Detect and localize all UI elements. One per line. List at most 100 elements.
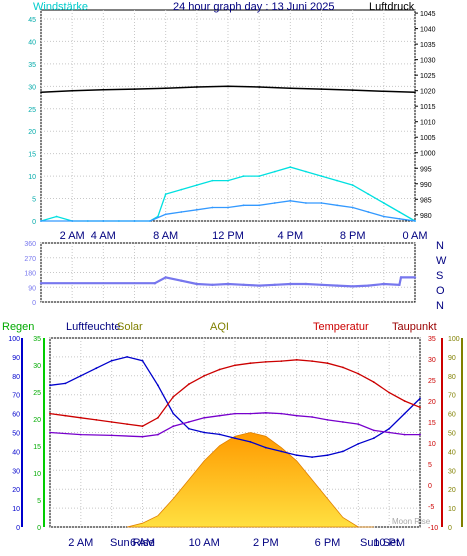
data-point: [102, 88, 105, 91]
right-tick-label: 1045: [420, 11, 436, 18]
data-point: [218, 368, 221, 371]
data-point: [126, 423, 128, 425]
humidity-tick-label: 50: [12, 431, 20, 438]
temp-tick-label: 0: [428, 483, 432, 490]
panel1-ticks: 0510152025303540459809859909951000100510…: [28, 11, 435, 242]
humidity-tick-label: 100: [8, 336, 20, 343]
solar-tick-label: 0: [448, 525, 452, 532]
left-tick-label: 10: [28, 174, 36, 181]
x-tick-label: 8 AM: [153, 230, 178, 242]
data-point: [304, 282, 308, 286]
x-tick-label: 0 AM: [402, 230, 427, 242]
data-point: [164, 276, 167, 279]
data-point: [55, 215, 58, 218]
dir-tick-label: 180: [24, 271, 36, 278]
data-point: [227, 85, 229, 88]
data-point: [258, 86, 261, 88]
data-point: [49, 384, 51, 387]
data-point: [203, 416, 206, 419]
data-point: [234, 412, 236, 415]
right-tick-label: 995: [420, 166, 432, 173]
x-tick-label: 2 PM: [253, 537, 279, 549]
data-point: [419, 433, 421, 436]
x-tick-label: 10 PM: [373, 537, 405, 549]
right-tick-label: 1030: [420, 58, 436, 65]
panel1-grid: [40, 10, 416, 222]
data-point: [218, 414, 221, 417]
legend-label: Regen: [2, 321, 34, 333]
data-point: [398, 211, 401, 213]
data-point: [64, 382, 67, 385]
compass-label: S: [436, 270, 443, 282]
x-tick-label: 4 AM: [91, 230, 116, 242]
data-point: [79, 416, 82, 419]
data-point: [164, 213, 167, 216]
data-point: [264, 446, 267, 449]
solar-tick-label: 10: [448, 506, 456, 513]
compass-label: N: [436, 240, 444, 252]
solar-tick-label: 50: [448, 431, 456, 438]
data-point: [102, 220, 105, 222]
data-point: [357, 423, 360, 425]
data-point: [367, 211, 370, 213]
x-tick-label: 4 PM: [277, 230, 303, 242]
solar-tick-label: 70: [448, 393, 456, 400]
right-tick-label: 1035: [420, 42, 436, 49]
data-point: [326, 454, 329, 457]
data-point: [357, 442, 360, 445]
left-tick-label: 35: [28, 62, 36, 69]
data-point: [157, 384, 159, 387]
x-tick-label: 12 PM: [212, 230, 244, 242]
rain-tick-label: 25: [33, 390, 41, 397]
data-point: [351, 206, 354, 209]
dir-tick-label: 0: [32, 300, 36, 307]
data-point: [195, 184, 198, 187]
data-point: [242, 175, 245, 178]
compass-label: O: [436, 285, 445, 297]
data-point: [326, 419, 329, 421]
humidity-tick-label: 0: [16, 525, 20, 532]
data-point: [342, 366, 344, 369]
rain-tick-label: 15: [33, 444, 41, 451]
data-point: [187, 427, 190, 430]
dir-tick-label: 90: [28, 285, 36, 292]
rain-tick-label: 30: [33, 363, 41, 370]
data-point: [295, 358, 298, 361]
data-point: [342, 421, 344, 423]
data-point: [79, 374, 82, 377]
data-point: [372, 437, 375, 440]
humidity-tick-label: 90: [12, 355, 20, 362]
data-point: [382, 202, 385, 204]
data-point: [280, 360, 283, 362]
temp-tick-label: 15: [428, 420, 436, 427]
data-point: [311, 456, 313, 458]
data-point: [305, 202, 307, 204]
x-tick-label: 2 AM: [68, 537, 93, 549]
data-point: [367, 284, 370, 287]
data-point: [71, 89, 74, 92]
data-point: [388, 391, 391, 394]
legend-label: Taupunkt: [392, 321, 437, 333]
data-point: [79, 433, 82, 436]
data-point: [180, 211, 183, 213]
data-point: [226, 282, 230, 286]
data-point: [133, 88, 136, 90]
data-point: [180, 188, 183, 191]
temp-tick-label: 10: [428, 441, 436, 448]
data-point: [49, 431, 51, 434]
dir-tick-label: 270: [24, 256, 36, 263]
data-point: [258, 204, 261, 207]
panel3-annotations: Sun Rise Sun Set Moon Rise: [110, 517, 431, 549]
right-tick-label: 980: [420, 213, 432, 220]
data-point: [413, 276, 417, 279]
panel3-series: [49, 356, 421, 528]
dir-tick-label: 360: [24, 241, 36, 248]
data-point: [110, 434, 113, 437]
data-point: [249, 362, 252, 365]
data-point: [336, 204, 338, 207]
data-point: [311, 416, 313, 418]
data-point: [372, 429, 375, 432]
data-point: [40, 91, 42, 94]
annotation-label: Sun Set: [360, 537, 399, 549]
left-axis-label: Windstärke: [33, 1, 88, 13]
